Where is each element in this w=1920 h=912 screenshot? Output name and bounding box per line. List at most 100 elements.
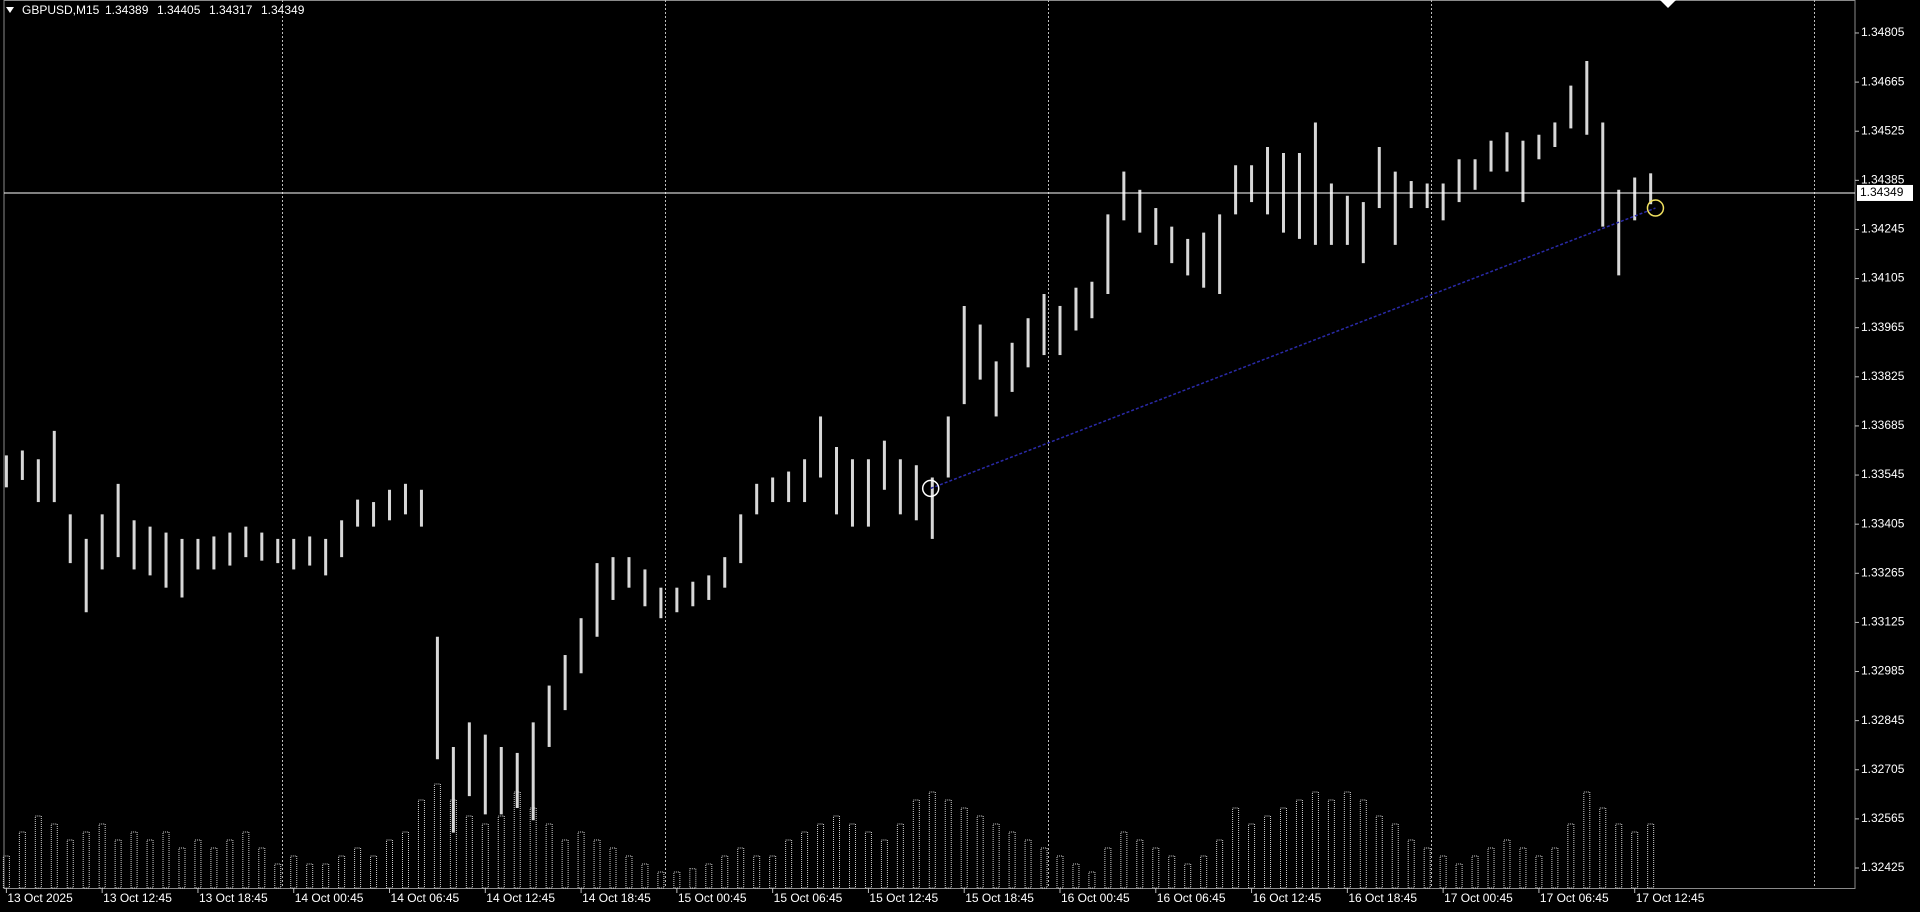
y-tick-label: 1.34525 xyxy=(1861,123,1905,137)
volume-bar xyxy=(1311,791,1319,889)
volume-bar xyxy=(130,831,138,889)
x-tick-label: 16 Oct 00:45 xyxy=(1061,891,1130,905)
volume-bar xyxy=(641,863,649,889)
volume-bar xyxy=(1615,823,1623,889)
volume-bar xyxy=(1040,847,1048,889)
volume-bar xyxy=(609,847,617,889)
y-tick-label: 1.32985 xyxy=(1861,664,1905,678)
volume-bar xyxy=(1631,831,1639,889)
header-value: 1.34389 xyxy=(105,3,149,17)
volume-bar xyxy=(1008,831,1016,889)
volume-bar xyxy=(66,839,74,889)
x-tick-label: 13 Oct 2025 xyxy=(7,891,73,905)
x-tick-label: 14 Oct 12:45 xyxy=(486,891,555,905)
y-tick-label: 1.33965 xyxy=(1861,320,1905,334)
volume-bar xyxy=(1375,815,1383,889)
volume-bar xyxy=(1327,799,1335,889)
x-tick-label: 16 Oct 06:45 xyxy=(1157,891,1226,905)
volume-bar xyxy=(785,839,793,889)
header-value: 1.34317 xyxy=(209,3,253,17)
volume-bar xyxy=(1439,855,1447,889)
volume-bar xyxy=(146,839,154,889)
volume-bar xyxy=(593,839,601,889)
header-value: 1.34405 xyxy=(157,3,201,17)
volume-bar xyxy=(1599,807,1607,889)
volume-bar xyxy=(1136,839,1144,889)
y-tick-label: 1.32425 xyxy=(1861,860,1905,874)
volume-bar xyxy=(848,823,856,889)
volume-bar xyxy=(1232,807,1240,889)
last-price-label: 1.34349 xyxy=(1860,185,1904,199)
volume-bar xyxy=(338,855,346,889)
x-tick-label: 16 Oct 12:45 xyxy=(1253,891,1322,905)
y-tick-label: 1.33265 xyxy=(1861,565,1905,579)
volume-bar xyxy=(1359,799,1367,889)
volume-bar xyxy=(433,783,441,889)
volume-bar xyxy=(210,847,218,889)
volume-bar xyxy=(912,799,920,889)
volume-bar xyxy=(1216,839,1224,889)
y-tick-label: 1.32565 xyxy=(1861,811,1905,825)
volume-bar xyxy=(960,807,968,889)
volume-bar xyxy=(864,831,872,889)
volume-bar xyxy=(1295,799,1303,889)
volume-bar xyxy=(114,839,122,889)
trend-anchor xyxy=(921,479,940,498)
volume-bar xyxy=(561,839,569,889)
volume-bar xyxy=(721,855,729,889)
volume-bar xyxy=(1407,839,1415,889)
volume-bar xyxy=(944,799,952,889)
volume-bar xyxy=(1152,847,1160,889)
collapse-arrow[interactable] xyxy=(6,7,14,13)
volume-bar xyxy=(258,847,266,889)
x-tick-label: 15 Oct 12:45 xyxy=(869,891,938,905)
y-tick-label: 1.33405 xyxy=(1861,516,1905,530)
y-tick-label: 1.33825 xyxy=(1861,369,1905,383)
volume-bar xyxy=(1088,871,1096,889)
volume-bar xyxy=(18,831,26,889)
trend-line xyxy=(930,207,1656,490)
volume-bar xyxy=(1535,855,1543,889)
volume-bar xyxy=(737,847,745,889)
volume-bar xyxy=(1056,855,1064,889)
chart-title: GBPUSD,M15 xyxy=(22,3,100,17)
volume-bar xyxy=(928,791,936,889)
volume-bar xyxy=(162,831,170,889)
y-tick-label: 1.32705 xyxy=(1861,762,1905,776)
volume-bar xyxy=(194,839,202,889)
x-tick-label: 15 Oct 06:45 xyxy=(774,891,843,905)
volume-bar xyxy=(306,863,314,889)
volume-bar xyxy=(1024,839,1032,889)
volume-bar xyxy=(82,831,90,889)
x-tick-label: 15 Oct 18:45 xyxy=(965,891,1034,905)
volume-bar xyxy=(354,847,362,889)
volume-bar xyxy=(2,855,10,889)
volume-bar xyxy=(753,855,761,889)
volume-bar xyxy=(545,823,553,889)
y-tick-label: 1.33685 xyxy=(1861,418,1905,432)
volume-bar xyxy=(465,815,473,889)
volume-bar xyxy=(1072,863,1080,889)
volume-bar xyxy=(178,847,186,889)
volume-bar xyxy=(1487,847,1495,889)
volume-bar xyxy=(1455,863,1463,889)
volume-bar xyxy=(1583,791,1591,889)
volume-bar xyxy=(1471,855,1479,889)
volume-bar xyxy=(322,863,330,889)
volume-bar xyxy=(1200,855,1208,889)
volume-bar xyxy=(1519,847,1527,889)
volume-bar xyxy=(401,831,409,889)
volume-bar xyxy=(1647,823,1655,889)
volume-bar xyxy=(992,823,1000,889)
x-tick-label: 17 Oct 06:45 xyxy=(1540,891,1609,905)
volume-bar xyxy=(290,855,298,889)
volume-bar xyxy=(817,823,825,889)
volume-bar xyxy=(1343,791,1351,889)
volume-bar xyxy=(689,868,697,889)
volume-bar xyxy=(625,855,633,889)
last-price-box xyxy=(1857,184,1913,201)
order-marker xyxy=(1646,199,1665,217)
x-tick-label: 14 Oct 18:45 xyxy=(582,891,651,905)
